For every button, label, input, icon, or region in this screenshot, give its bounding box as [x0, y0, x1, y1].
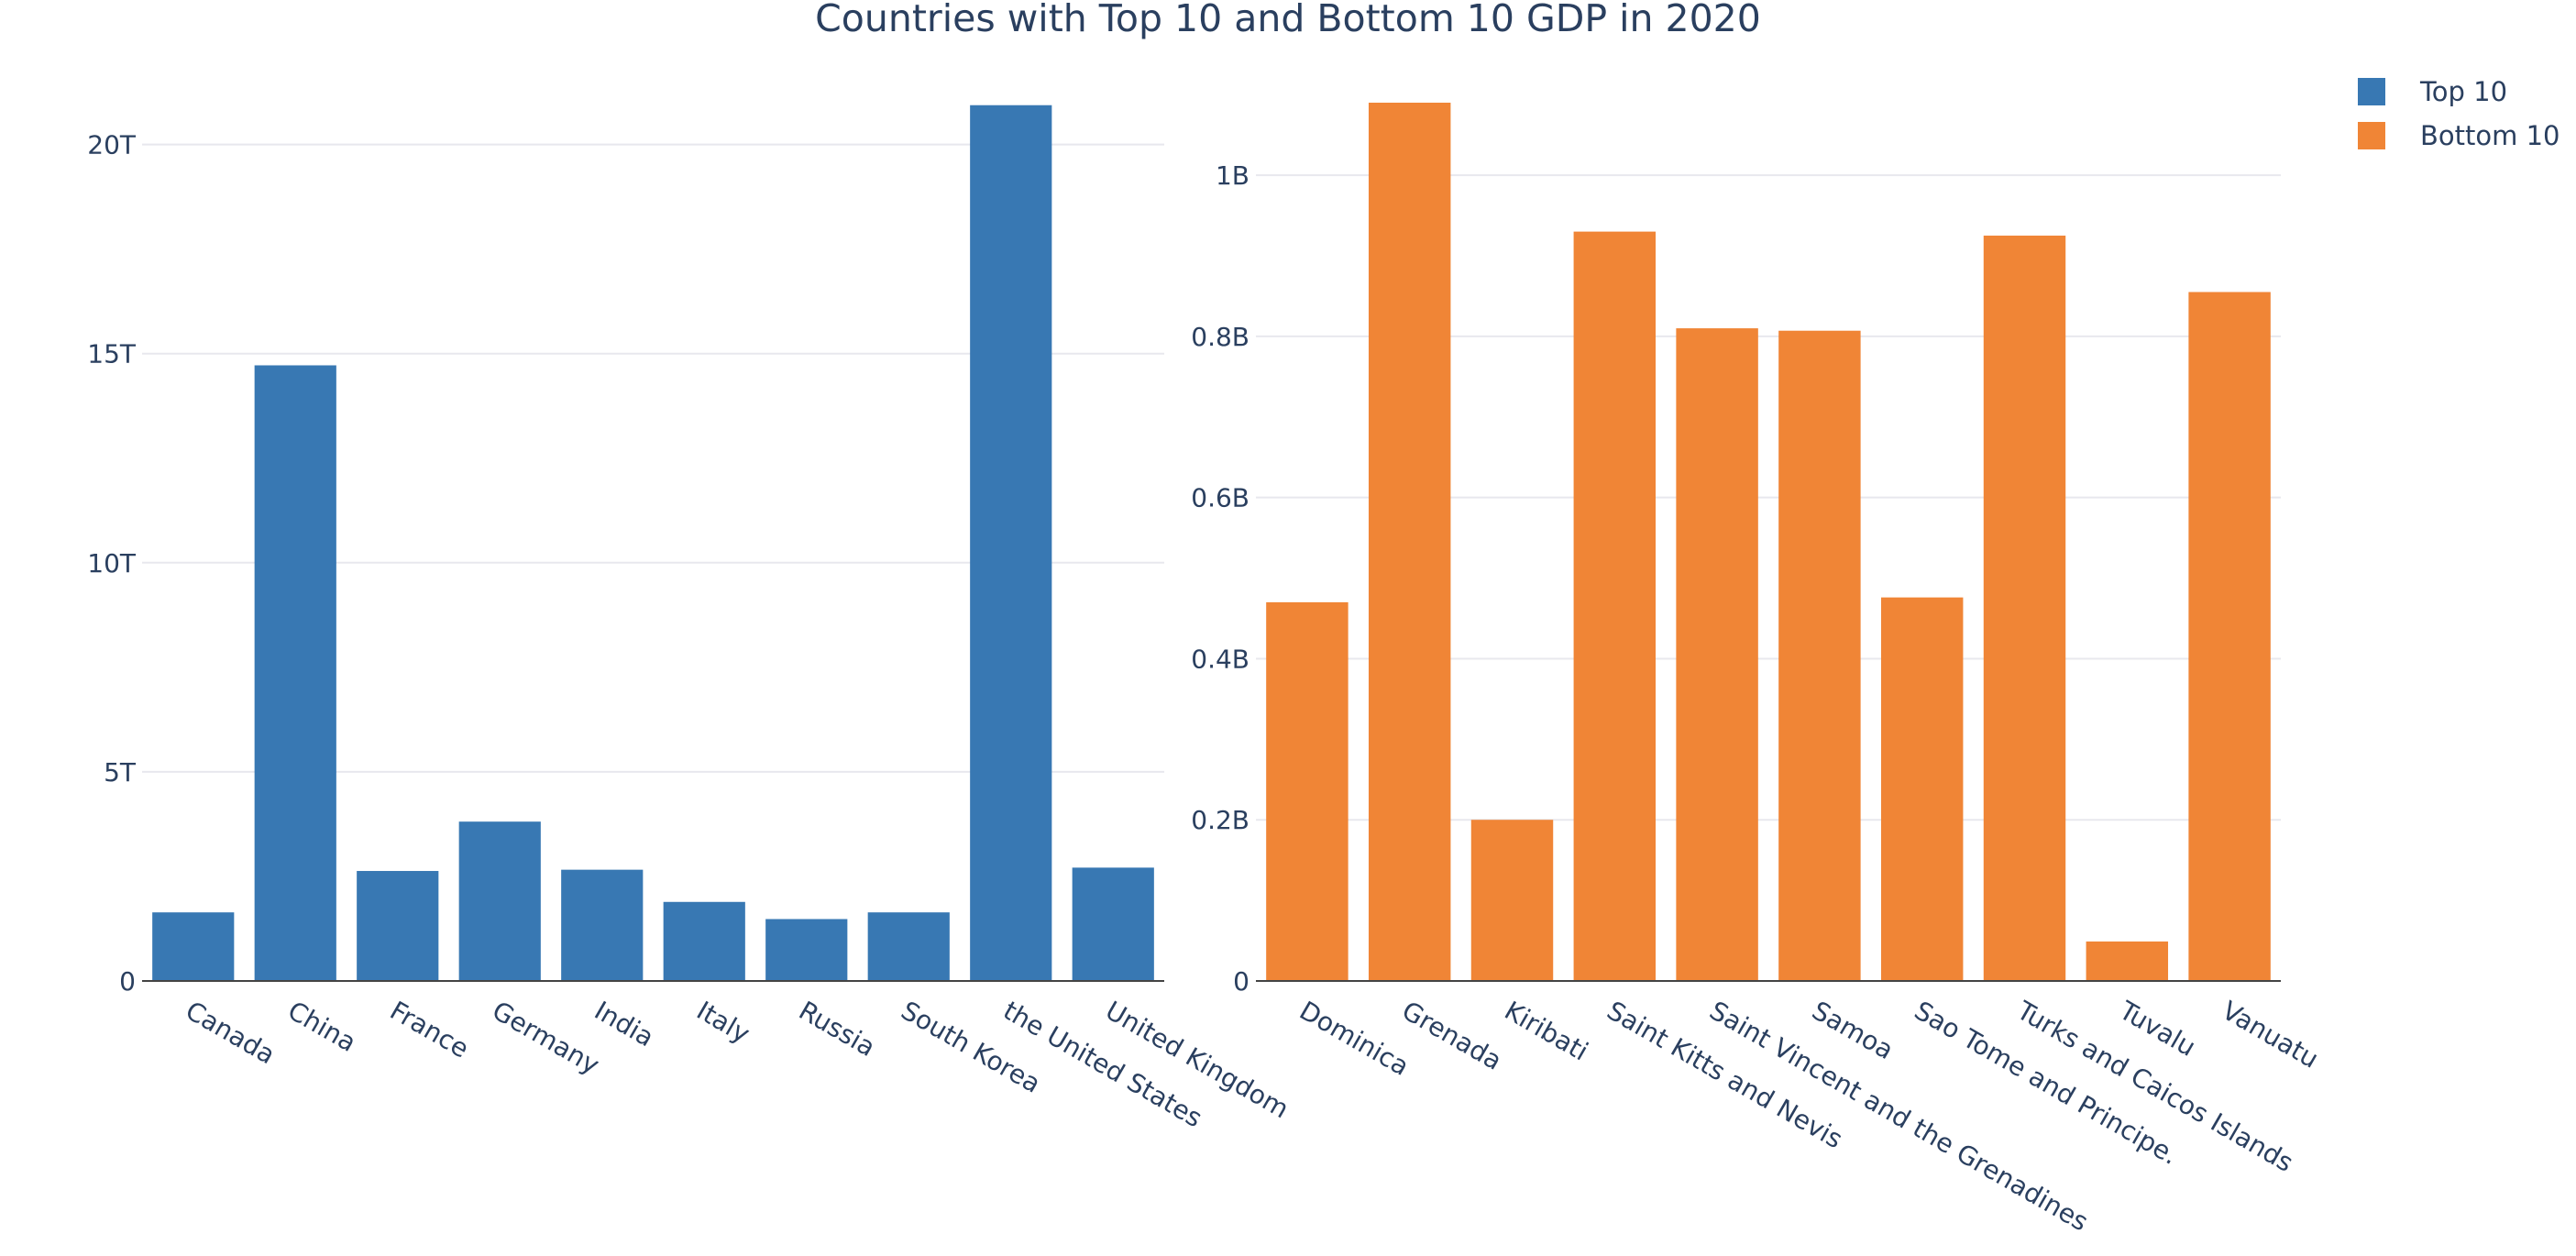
bar [970, 105, 1052, 982]
legend-swatch [2358, 78, 2385, 105]
x-tick-label: India [589, 995, 659, 1052]
y-tick-label: 5T [104, 757, 137, 788]
bar [1983, 236, 2066, 982]
legend-swatch [2358, 122, 2385, 149]
chart-title: Countries with Top 10 and Bottom 10 GDP … [815, 0, 1761, 40]
bar [1778, 330, 1861, 981]
bar [1368, 103, 1451, 981]
y-tick-label: 0.2B [1191, 805, 1249, 835]
y-tick-label: 0 [119, 966, 136, 997]
bar [152, 912, 235, 981]
x-tick-label: Canada [181, 995, 281, 1070]
x-tick-label: France [385, 995, 474, 1063]
bar [663, 901, 745, 981]
x-tick-label: Germany [487, 995, 604, 1080]
y-tick-label: 0 [1233, 966, 1249, 997]
bar [1470, 820, 1554, 981]
bar [458, 821, 541, 981]
bar [1072, 867, 1154, 981]
x-tick-label: Russia [794, 995, 880, 1063]
bar [1266, 601, 1349, 981]
bar [2188, 292, 2271, 982]
x-tick-label: Grenada [1397, 995, 1507, 1075]
x-tick-label: Kiribati [1500, 995, 1593, 1066]
x-tick-label: Vanuatu [2217, 995, 2324, 1074]
bar [254, 365, 336, 981]
y-tick-label: 1B [1216, 160, 1249, 191]
bar [1676, 328, 1758, 981]
bar [1880, 597, 1964, 981]
legend-label: Bottom 10 [2420, 120, 2560, 151]
bar [867, 912, 950, 981]
x-tick-label: China [282, 995, 361, 1058]
x-tick-label: Dominica [1294, 995, 1415, 1081]
bar [765, 919, 848, 981]
bar [1573, 231, 1657, 982]
x-tick-label: Italy [691, 995, 754, 1049]
y-tick-label: 0.4B [1191, 644, 1249, 674]
bar [2086, 941, 2169, 981]
y-tick-label: 10T [87, 548, 137, 578]
y-tick-label: 0.6B [1191, 483, 1249, 513]
y-tick-label: 0.8B [1191, 322, 1249, 352]
y-tick-label: 15T [87, 339, 137, 369]
y-tick-label: 20T [87, 130, 137, 160]
bar [561, 869, 644, 981]
legend-label: Top 10 [2419, 76, 2507, 107]
bar [357, 871, 439, 981]
